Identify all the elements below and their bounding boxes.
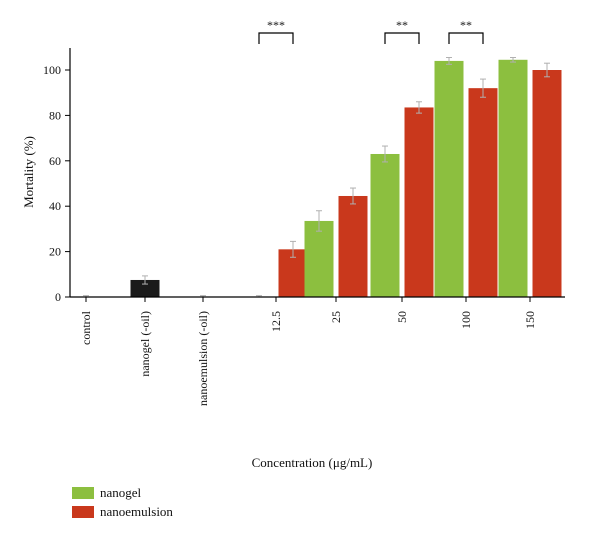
- y-tick-label-100: 100: [43, 63, 61, 77]
- x-tick-label-12-5: 12.5: [269, 311, 283, 332]
- significance-bracket-50: [384, 32, 420, 44]
- x-tick-label-nanogel-oil-: nanogel (-oil): [138, 311, 152, 377]
- bars-layer: [130, 59, 562, 297]
- y-tick-label-40: 40: [49, 199, 61, 213]
- y-tick-label-20: 20: [49, 245, 61, 259]
- error-bars-layer: [83, 57, 550, 298]
- x-tick-label-control: control: [79, 310, 93, 345]
- bar-nanoemulsion-25: [338, 195, 368, 297]
- bar-nanogel-25: [304, 220, 334, 297]
- legend-label-nanoemulsion: nanoemulsion: [100, 504, 173, 519]
- bar-nanogel-100: [434, 60, 464, 297]
- y-tick-label-80: 80: [49, 108, 61, 122]
- axes-layer: control nanogel (-oil) nanoemulsion (-oil)…: [43, 48, 565, 406]
- y-tick-label-0: 0: [55, 290, 61, 304]
- x-tick-label-nanoemulsion-oil-: nanoemulsion (-oil): [196, 311, 210, 406]
- bar-nanoemulsion-150: [532, 70, 562, 297]
- bar-nanoemulsion-100: [468, 88, 498, 297]
- significance-label-50: **: [396, 18, 408, 32]
- bar-nanogel-50: [370, 153, 400, 297]
- x-tick-label-150: 150: [523, 311, 537, 329]
- significance-label-100: **: [460, 18, 472, 32]
- significance-bracket-100: [448, 32, 484, 44]
- y-axis-label: Mortality (%): [21, 136, 36, 208]
- legend-swatch-nanogel: [72, 487, 94, 499]
- x-tick-label-25: 25: [329, 311, 343, 323]
- x-tick-label-100: 100: [459, 311, 473, 329]
- bar-nanogel-150: [498, 59, 528, 297]
- bar-nanogel-nanogel-oil-: [130, 279, 160, 297]
- significance-bracket-12-5: [258, 32, 294, 44]
- bar-nanoemulsion-50: [404, 107, 434, 297]
- y-tick-label-60: 60: [49, 154, 61, 168]
- significance-layer: *** ** **: [258, 18, 484, 44]
- legend-swatch-nanoemulsion: [72, 506, 94, 518]
- x-tick-label-50: 50: [395, 311, 409, 323]
- legend-label-nanogel: nanogel: [100, 485, 142, 500]
- legend: nanogel nanoemulsion: [72, 485, 173, 519]
- significance-label-12-5: ***: [267, 18, 285, 32]
- x-axis-label: Concentration (μg/mL): [252, 455, 373, 470]
